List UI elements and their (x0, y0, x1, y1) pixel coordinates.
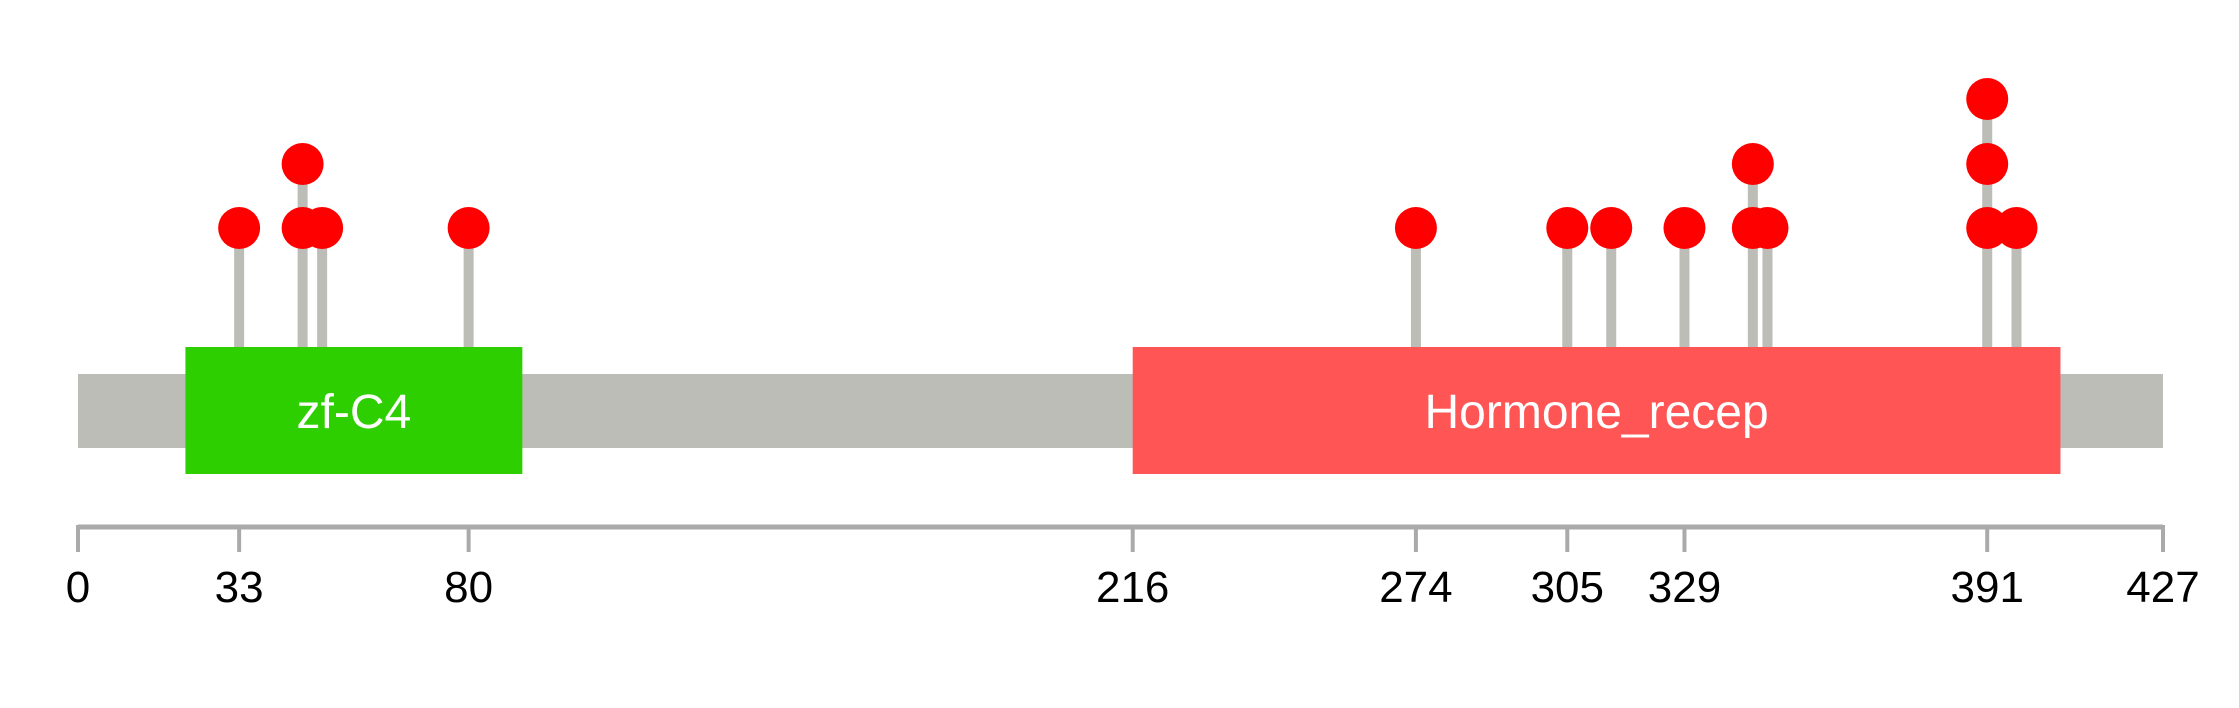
mutation-head[interactable] (1590, 207, 1633, 249)
mutation-head[interactable] (1746, 207, 1789, 249)
mutation-head[interactable] (301, 207, 344, 249)
mutation-head[interactable] (1995, 207, 2038, 249)
domain-hormone-recep[interactable] (1132, 347, 2061, 474)
mutation-head[interactable] (1966, 78, 2009, 120)
mutation-head[interactable] (1663, 207, 1706, 249)
domain-label: Hormone_recep (1424, 386, 1768, 439)
mutation-head[interactable] (218, 207, 261, 249)
mutation-heads (218, 78, 2038, 249)
mutation-head[interactable] (281, 143, 324, 185)
axis-tick-label: 0 (66, 563, 90, 612)
mutation-head[interactable] (1966, 143, 2009, 185)
domain-label: zf-C4 (297, 386, 412, 439)
axis-tick-label: 329 (1648, 563, 1721, 612)
mutation-head[interactable] (447, 207, 490, 249)
position-axis: 0 33 80 216 274 305 329 391 427 (66, 524, 2200, 612)
mutation-head[interactable] (1731, 143, 1774, 185)
mutation-head[interactable] (1394, 207, 1437, 249)
axis-tick-label: 216 (1096, 563, 1169, 612)
axis-tick-label: 427 (2126, 563, 2199, 612)
axis-tick-label: 274 (1379, 563, 1452, 612)
mutation-head[interactable] (1966, 207, 2009, 249)
domains: zf-C4 Hormone_recep (185, 347, 2061, 474)
axis-tick-label: 80 (444, 563, 493, 612)
domain-zf-c4[interactable] (185, 347, 523, 474)
axis-tick-label: 305 (1531, 563, 1604, 612)
mutation-head[interactable] (1546, 207, 1589, 249)
axis-tick-label: 33 (215, 563, 264, 612)
axis-tick-label: 391 (1951, 563, 2024, 612)
